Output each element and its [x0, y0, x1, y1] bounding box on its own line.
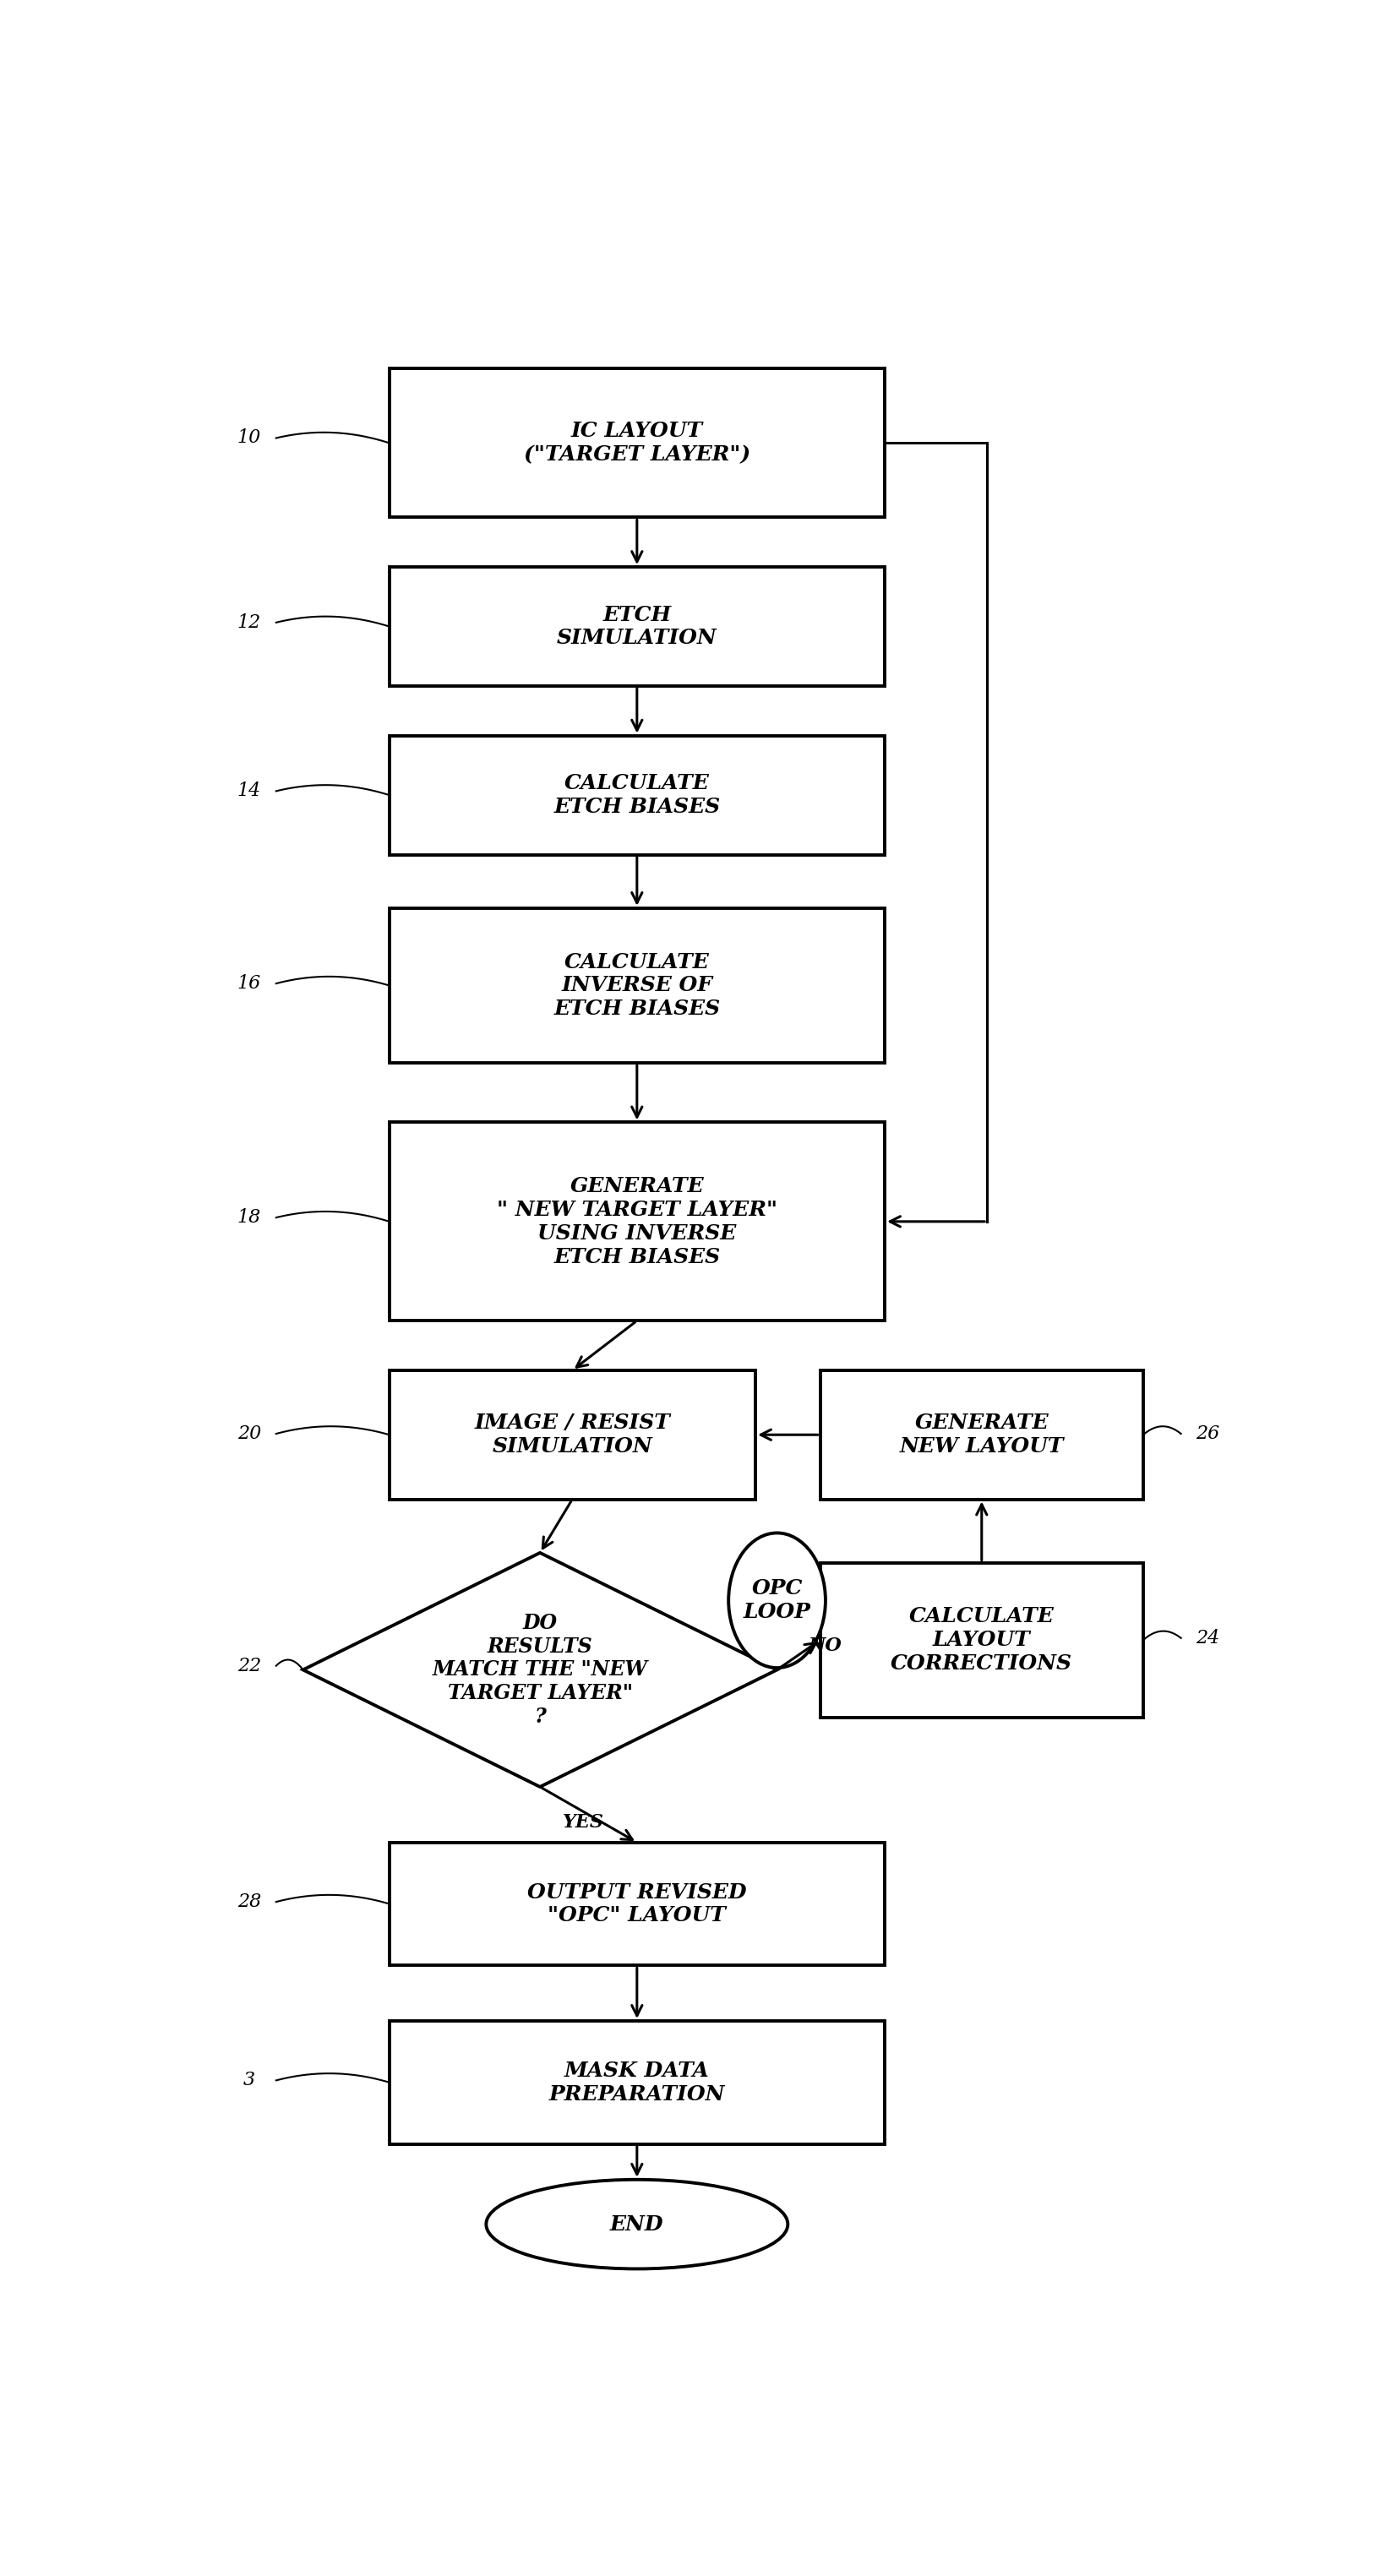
FancyBboxPatch shape: [820, 1370, 1143, 1499]
FancyBboxPatch shape: [389, 909, 885, 1064]
Text: OPC
LOOP: OPC LOOP: [744, 1579, 810, 1623]
FancyBboxPatch shape: [389, 567, 885, 685]
Text: 16: 16: [238, 974, 261, 992]
Polygon shape: [303, 1553, 777, 1788]
Ellipse shape: [486, 2179, 788, 2269]
Text: GENERATE
NEW LAYOUT: GENERATE NEW LAYOUT: [899, 1412, 1063, 1455]
Text: IMAGE / RESIST
SIMULATION: IMAGE / RESIST SIMULATION: [474, 1412, 670, 1455]
Text: DO
RESULTS
MATCH THE "NEW
TARGET LAYER"
?: DO RESULTS MATCH THE "NEW TARGET LAYER" …: [432, 1613, 648, 1726]
Text: END: END: [610, 2213, 664, 2233]
Text: 26: 26: [1195, 1425, 1220, 1443]
Text: OUTPUT REVISED
"OPC" LAYOUT: OUTPUT REVISED "OPC" LAYOUT: [527, 1883, 746, 1927]
Text: 18: 18: [238, 1208, 261, 1226]
FancyBboxPatch shape: [820, 1564, 1143, 1718]
FancyBboxPatch shape: [389, 737, 885, 855]
Text: 12: 12: [238, 613, 261, 631]
Text: 22: 22: [238, 1656, 261, 1674]
Text: CALCULATE
ETCH BIASES: CALCULATE ETCH BIASES: [553, 773, 720, 817]
Text: 28: 28: [238, 1893, 261, 1911]
FancyBboxPatch shape: [389, 1370, 756, 1499]
Text: CALCULATE
INVERSE OF
ETCH BIASES: CALCULATE INVERSE OF ETCH BIASES: [553, 953, 720, 1020]
FancyBboxPatch shape: [389, 2022, 885, 2143]
Text: 20: 20: [238, 1425, 261, 1443]
FancyBboxPatch shape: [389, 1842, 885, 1965]
Text: 14: 14: [238, 783, 261, 801]
Text: YES: YES: [563, 1814, 603, 1832]
Text: ETCH
SIMULATION: ETCH SIMULATION: [557, 605, 717, 649]
Text: 3: 3: [243, 2071, 256, 2089]
Text: IC LAYOUT
("TARGET LAYER"): IC LAYOUT ("TARGET LAYER"): [524, 420, 751, 464]
Text: NO: NO: [809, 1636, 842, 1656]
Text: 10: 10: [238, 428, 261, 448]
Text: MASK DATA
PREPARATION: MASK DATA PREPARATION: [549, 2061, 726, 2105]
Text: 24: 24: [1195, 1628, 1220, 1649]
Ellipse shape: [728, 1533, 826, 1667]
Text: CALCULATE
LAYOUT
CORRECTIONS: CALCULATE LAYOUT CORRECTIONS: [891, 1607, 1073, 1674]
Text: GENERATE
" NEW TARGET LAYER"
USING INVERSE
ETCH BIASES: GENERATE " NEW TARGET LAYER" USING INVER…: [496, 1177, 777, 1267]
FancyBboxPatch shape: [389, 368, 885, 518]
FancyBboxPatch shape: [389, 1123, 885, 1321]
